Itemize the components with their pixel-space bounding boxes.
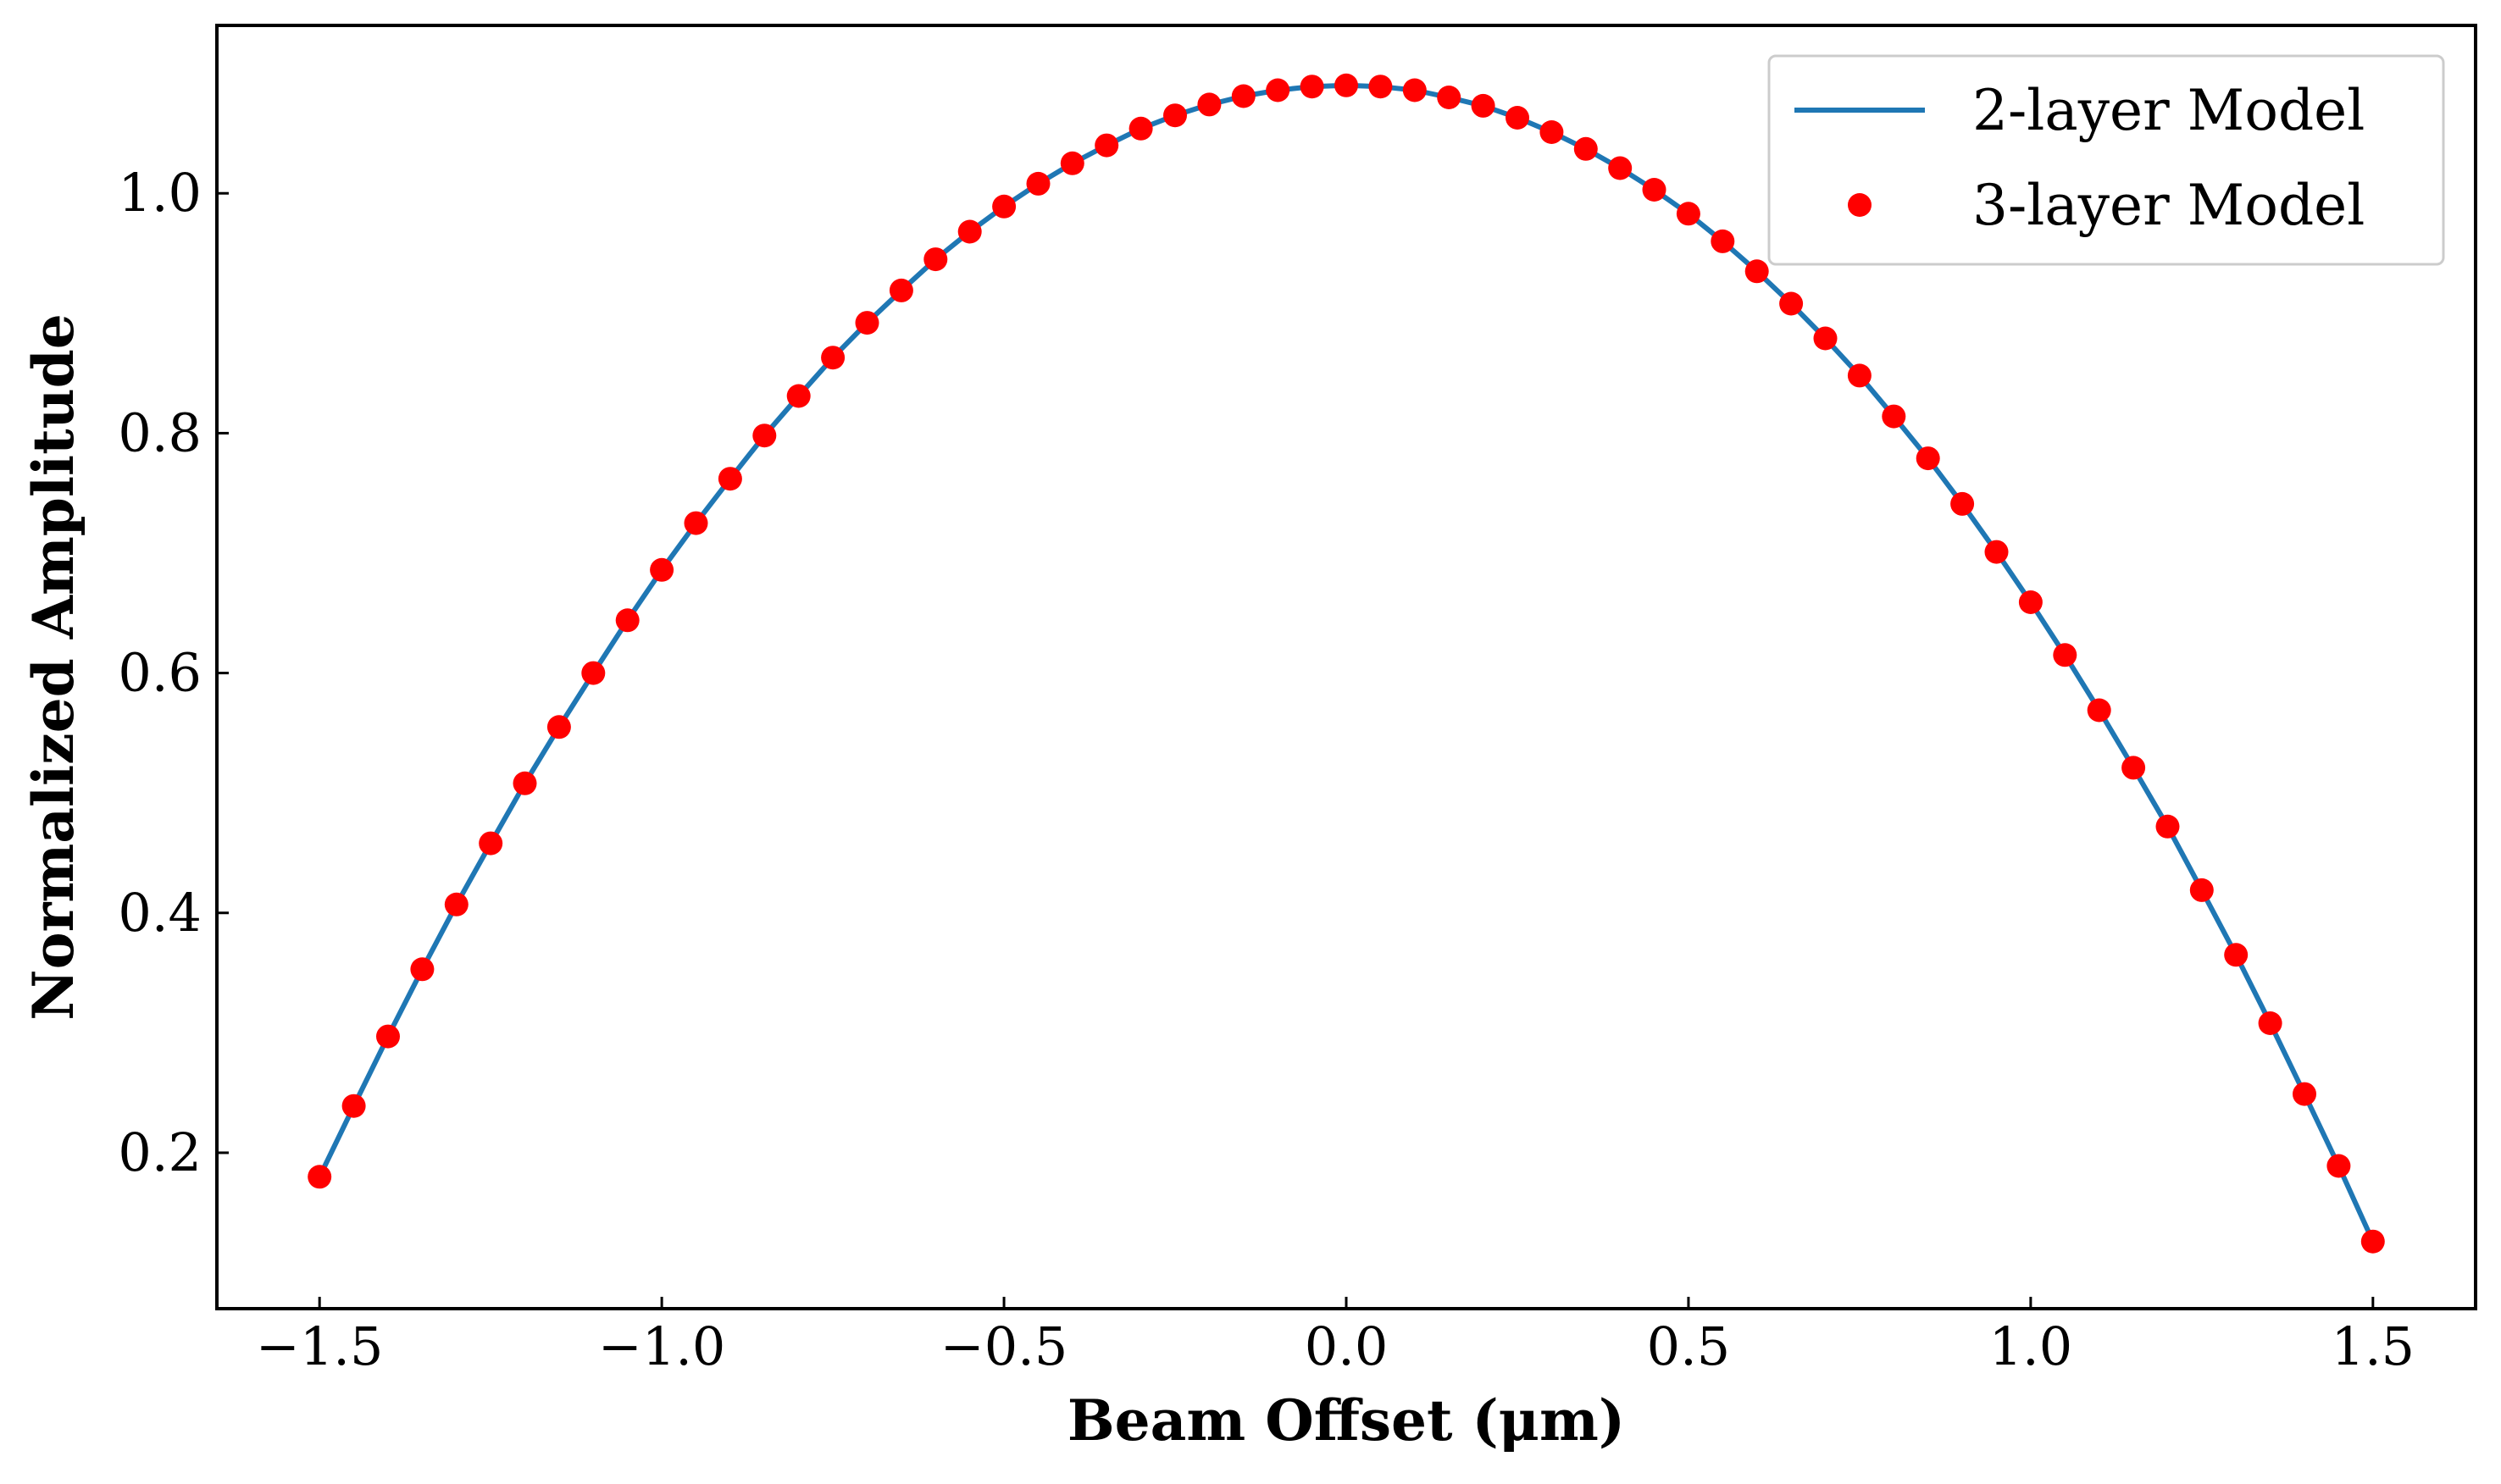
data-point-3-layer [1744, 259, 1769, 284]
data-point-3-layer [1300, 75, 1324, 99]
y-axis-title: Normalized Amplitude [20, 313, 86, 1020]
data-point-3-layer [1916, 446, 1940, 471]
data-point-3-layer [1608, 156, 1633, 180]
data-point-3-layer [2224, 943, 2249, 967]
data-point-3-layer [2360, 1229, 2385, 1254]
data-point-3-layer [889, 278, 913, 302]
data-point-3-layer [1402, 78, 1427, 102]
plot-frame [215, 24, 2477, 1310]
y-tick-label: 0.2 [118, 1121, 202, 1183]
data-point-3-layer [479, 831, 503, 856]
data-point-3-layer [1471, 93, 1495, 118]
x-tick-label: 1.0 [1989, 1315, 2073, 1377]
data-point-3-layer [615, 608, 640, 633]
legend-label-2-layer: 2-layer Model [1972, 78, 2365, 143]
data-point-3-layer [581, 661, 606, 685]
data-point-3-layer [2018, 590, 2043, 614]
data-point-3-layer [718, 467, 742, 491]
data-point-3-layer [376, 1024, 400, 1049]
data-point-3-layer [1026, 171, 1051, 196]
x-axis-title: Beam Offset (μm) [1068, 1387, 1625, 1454]
data-point-3-layer [1676, 202, 1700, 226]
ticks-layer: −1.5 −1.0 −0.5 0.0 0.5 1.0 1.5 0.2 0.4 0.6 0.8 1.0 [118, 162, 2415, 1377]
data-point-3-layer [1847, 363, 1872, 388]
data-point-3-layer [1266, 78, 1290, 102]
data-point-3-layer [1539, 120, 1564, 144]
data-point-3-layer [2087, 698, 2111, 723]
x-tick-label: 0.0 [1305, 1315, 1389, 1377]
x-tick-label: 0.5 [1647, 1315, 1731, 1377]
data-point-3-layer [410, 957, 435, 982]
data-point-3-layer [1573, 136, 1598, 161]
data-point-3-layer [1779, 291, 1804, 316]
data-point-3-layer [1095, 133, 1119, 158]
data-point-3-layer [1163, 103, 1187, 128]
data-point-3-layer [752, 424, 777, 448]
y-tick-label: 0.8 [118, 401, 202, 463]
data-point-3-layer [2258, 1011, 2282, 1035]
data-point-3-layer [444, 892, 469, 916]
data-point-3-layer [1984, 540, 2009, 564]
legend-marker-swatch [1848, 193, 1872, 217]
data-point-3-layer [2293, 1082, 2316, 1106]
plot-layer [308, 73, 2385, 1254]
data-point-3-layer [1882, 404, 1906, 429]
data-point-3-layer [957, 219, 982, 244]
data-point-3-layer [786, 384, 811, 408]
legend-label-3-layer: 3-layer Model [1972, 173, 2365, 238]
data-point-3-layer [341, 1094, 366, 1118]
data-point-3-layer [1813, 326, 1838, 351]
y-tick-label: 1.0 [118, 162, 202, 224]
legend: 2-layer Model 3-layer Model [1767, 54, 2445, 266]
data-point-3-layer [1128, 116, 1153, 141]
data-point-3-layer [821, 346, 846, 370]
data-point-3-layer [2155, 814, 2180, 839]
y-tick-label: 0.6 [118, 642, 202, 704]
legend-box [1767, 54, 2445, 266]
data-point-3-layer [1334, 73, 1358, 97]
data-point-3-layer [1642, 178, 1666, 202]
x-tick-label: −1.0 [598, 1315, 726, 1377]
data-point-3-layer [1368, 75, 1393, 99]
data-point-3-layer [2053, 643, 2077, 667]
data-point-3-layer [1437, 86, 1461, 109]
data-point-3-layer [1950, 491, 1975, 516]
data-point-3-layer [650, 557, 674, 582]
data-point-3-layer [684, 511, 708, 535]
data-point-3-layer [855, 311, 879, 335]
x-tick-label: −0.5 [940, 1315, 1068, 1377]
data-point-3-layer [1711, 229, 1735, 253]
data-point-3-layer [1231, 84, 1256, 108]
data-point-3-layer [308, 1165, 332, 1189]
data-point-3-layer [513, 771, 537, 795]
data-point-3-layer [546, 715, 571, 739]
x-tick-label: −1.5 [256, 1315, 384, 1377]
data-point-3-layer [1506, 106, 1529, 130]
data-point-3-layer [923, 247, 948, 272]
y-tick-label: 0.4 [118, 882, 202, 944]
data-point-3-layer [1060, 151, 1084, 175]
x-tick-label: 1.5 [2332, 1315, 2415, 1377]
data-point-3-layer [2121, 756, 2146, 780]
data-point-3-layer [1197, 92, 1222, 117]
data-point-3-layer [992, 194, 1017, 219]
data-point-3-layer [2326, 1154, 2351, 1178]
data-point-3-layer [2189, 878, 2214, 902]
